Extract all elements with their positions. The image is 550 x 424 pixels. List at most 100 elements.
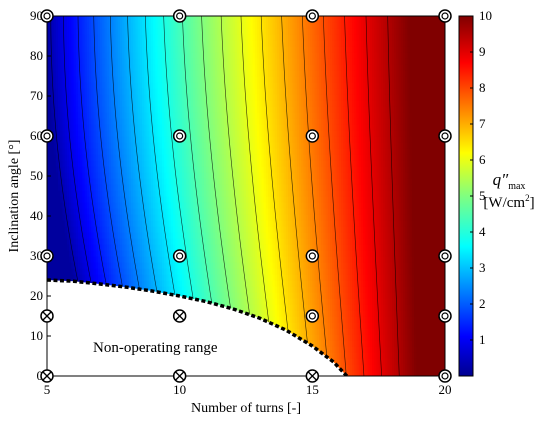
contour-cell <box>91 190 95 197</box>
contour-cell <box>66 256 70 263</box>
contour-cell <box>73 70 77 77</box>
contour-cell <box>184 118 187 125</box>
contour-cell <box>146 280 150 287</box>
contour-cell <box>215 64 218 71</box>
contour-cell <box>51 196 55 203</box>
contour-cell <box>206 220 210 227</box>
contour-cell <box>55 118 59 125</box>
contour-cell <box>153 16 156 23</box>
contour-cell <box>122 268 125 275</box>
contour-cell <box>102 148 106 155</box>
contour-cell <box>95 136 99 143</box>
contour-cell <box>175 262 179 269</box>
contour-cell <box>170 94 174 101</box>
contour-cell <box>84 178 88 185</box>
contour-cell <box>135 16 139 23</box>
contour-cell <box>119 148 123 155</box>
contour-cell <box>60 274 64 281</box>
contour-cell <box>215 232 218 239</box>
contour-cell <box>137 88 141 95</box>
contour-cell <box>89 112 92 119</box>
contour-cell <box>144 202 148 209</box>
contour-cell <box>60 184 64 191</box>
contour-cell <box>157 124 161 131</box>
contour-cell <box>164 184 167 191</box>
contour-cell <box>55 202 59 209</box>
contour-cell <box>55 196 59 203</box>
contour-cell <box>95 262 99 269</box>
contour-cell <box>221 298 225 305</box>
contour-cell <box>75 250 79 257</box>
contour-cell <box>124 94 128 101</box>
contour-cell <box>49 232 53 239</box>
contour-cell <box>212 262 216 269</box>
contour-cell <box>137 142 141 149</box>
contour-cell <box>210 142 214 149</box>
contour-cell <box>131 166 134 173</box>
contour-cell <box>155 94 159 101</box>
contour-cell <box>188 166 192 173</box>
contour-cell <box>197 46 201 53</box>
contour-cell <box>142 172 145 179</box>
contour-cell <box>208 58 212 65</box>
contour-cell <box>203 184 207 191</box>
contour-cell <box>82 58 86 65</box>
contour-cell <box>106 82 110 89</box>
contour-cell <box>75 82 79 89</box>
contour-cell <box>71 244 75 251</box>
contour-cell <box>115 16 119 23</box>
contour-cell <box>217 118 221 125</box>
contour-cell <box>164 46 167 53</box>
contour-cell <box>203 214 207 221</box>
contour-cell <box>170 40 174 47</box>
contour-cell <box>133 184 137 191</box>
contour-cell <box>173 82 176 89</box>
contour-cell <box>199 22 203 29</box>
contour-cell <box>219 148 223 155</box>
contour-cell <box>137 46 141 53</box>
contour-cell <box>203 166 207 173</box>
contour-cell <box>124 196 128 203</box>
contour-cell <box>69 148 72 155</box>
contour-cell <box>166 232 170 239</box>
contour-cell <box>122 130 125 137</box>
contour-cell <box>215 82 218 89</box>
contour-cell <box>69 244 72 251</box>
contour-cell <box>55 190 59 197</box>
contour-cell <box>66 184 70 191</box>
contour-cell <box>49 52 53 59</box>
contour-cell <box>58 214 61 221</box>
contour-cell <box>58 256 61 263</box>
contour-cell <box>135 184 139 191</box>
contour-cell <box>155 202 159 209</box>
contour-cell <box>53 178 57 185</box>
contour-cell <box>108 148 112 155</box>
contour-cell <box>179 106 183 113</box>
contour-cell <box>86 274 90 281</box>
contour-cell <box>175 148 179 155</box>
contour-cell <box>55 160 59 167</box>
contour-cell <box>144 190 148 197</box>
contour-cell <box>166 16 170 23</box>
contour-cell <box>133 244 137 251</box>
contour-cell <box>142 64 145 71</box>
contour-cell <box>203 142 207 149</box>
contour-cell <box>188 256 192 263</box>
contour-cell <box>119 58 123 65</box>
contour-cell <box>69 250 72 257</box>
contour-cell <box>115 232 119 239</box>
contour-cell <box>97 250 101 257</box>
contour-cell <box>177 268 181 275</box>
contour-cell <box>58 190 61 197</box>
contour-cell <box>217 262 221 269</box>
contour-cell <box>122 190 125 197</box>
contour-cell <box>108 172 112 179</box>
contour-cell <box>97 160 101 167</box>
contour-cell <box>188 238 192 245</box>
contour-cell <box>53 124 57 131</box>
contour-cell <box>122 22 125 29</box>
contour-cell <box>84 190 88 197</box>
contour-cell <box>223 64 227 71</box>
contour-cell <box>144 88 148 95</box>
contour-cell <box>97 172 101 179</box>
